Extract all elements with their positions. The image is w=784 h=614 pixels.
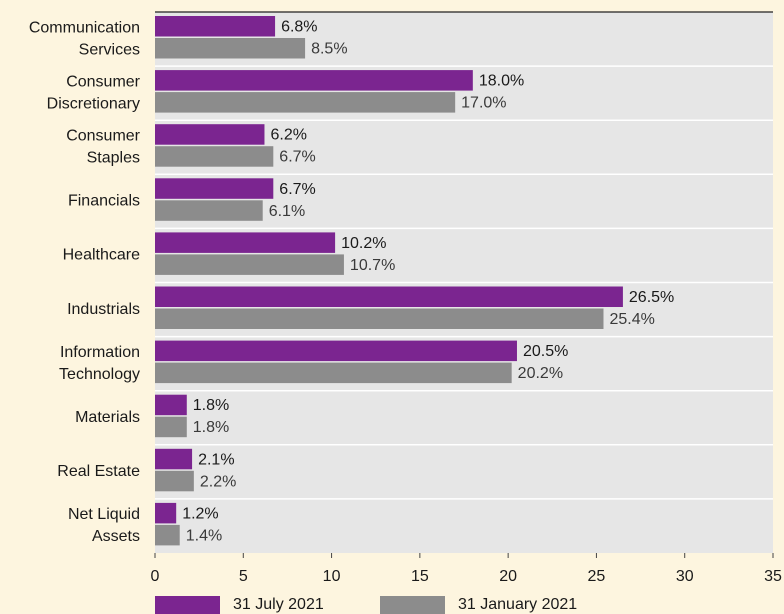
value-label: 6.7% (279, 181, 315, 198)
x-tick-label: 0 (151, 568, 160, 585)
value-label: 2.1% (198, 451, 234, 468)
value-label: 6.2% (270, 127, 306, 144)
bar (155, 286, 623, 307)
bar (155, 232, 336, 253)
x-tick-label: 15 (411, 568, 429, 585)
category-label: Discretionary (47, 95, 140, 112)
category-label: Real Estate (57, 463, 140, 480)
value-label: 2.2% (200, 473, 236, 490)
bar (155, 38, 306, 59)
category-label: Services (79, 41, 140, 58)
value-label: 20.5% (523, 343, 568, 360)
x-tick-label: 5 (239, 568, 248, 585)
value-label: 20.2% (518, 365, 563, 382)
bar (155, 146, 274, 167)
value-label: 18.0% (479, 73, 524, 90)
value-label: 1.8% (193, 419, 229, 436)
bar (155, 124, 265, 145)
category-label: Assets (92, 528, 140, 545)
bar (155, 394, 187, 416)
value-label: 6.7% (279, 149, 315, 166)
value-label: 10.2% (341, 235, 386, 252)
bar (155, 502, 177, 524)
category-label: Consumer (66, 127, 140, 144)
x-tick-label: 30 (676, 568, 694, 585)
x-tick-label: 35 (764, 568, 782, 585)
bar (155, 70, 473, 91)
value-label: 25.4% (609, 311, 654, 328)
x-tick-label: 25 (588, 568, 606, 585)
legend-label: 31 July 2021 (233, 596, 324, 613)
value-label: 10.7% (350, 257, 395, 274)
bar (155, 470, 194, 492)
value-label: 26.5% (629, 289, 674, 306)
bar (155, 254, 344, 275)
category-label: Healthcare (63, 247, 140, 264)
bar (155, 200, 263, 221)
category-label: Information (60, 344, 140, 361)
value-label: 8.5% (311, 40, 347, 57)
bar (155, 362, 512, 384)
legend-label: 31 January 2021 (458, 596, 577, 613)
x-tick-label: 20 (499, 568, 517, 585)
value-label: 6.1% (269, 203, 305, 220)
bar (155, 524, 180, 546)
category-label: Technology (59, 366, 140, 383)
value-label: 1.2% (182, 505, 218, 522)
category-label: Communication (29, 19, 140, 36)
value-label: 1.8% (193, 397, 229, 414)
bar (155, 340, 517, 362)
value-label: 1.4% (186, 527, 222, 544)
legend-swatch (380, 596, 445, 614)
bar (155, 448, 193, 470)
category-label: Net Liquid (68, 506, 140, 523)
category-label: Industrials (67, 301, 140, 318)
value-label: 17.0% (461, 95, 506, 112)
bar (155, 16, 276, 37)
category-label: Consumer (66, 73, 140, 90)
category-label: Financials (68, 193, 140, 210)
bar (155, 92, 456, 113)
bar (155, 416, 187, 438)
category-label: Materials (75, 409, 140, 426)
bar (155, 308, 604, 329)
bar (155, 178, 274, 199)
legend-swatch (155, 596, 220, 614)
x-tick-label: 10 (323, 568, 341, 585)
value-label: 6.8% (281, 18, 317, 35)
category-label: Staples (87, 149, 140, 166)
